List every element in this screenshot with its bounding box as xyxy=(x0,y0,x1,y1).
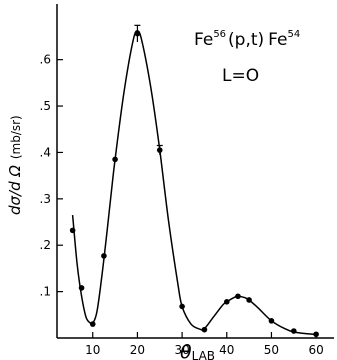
data-point xyxy=(235,293,241,300)
data-point xyxy=(246,297,252,303)
l-value-annotation: L=O xyxy=(222,66,259,86)
x-tick-label: 40 xyxy=(219,343,234,357)
data-point xyxy=(201,326,208,333)
data-point xyxy=(313,331,319,338)
x-tick-label: 10 xyxy=(85,343,100,357)
data-point xyxy=(223,299,230,305)
y-tick-label: .6 xyxy=(40,53,51,67)
data-point xyxy=(78,285,85,291)
x-tick-label: 60 xyxy=(308,343,323,357)
data-point xyxy=(268,318,275,324)
data-point xyxy=(290,328,297,334)
x-tick-label: 30 xyxy=(174,343,189,357)
reaction-annotation: Fe56 (p,t) Fe54 xyxy=(194,29,300,50)
data-points xyxy=(69,24,319,338)
y-tick-label: .1 xyxy=(40,285,51,299)
x-tick-labels: 10 20 30 40 50 60 xyxy=(85,343,324,357)
data-point xyxy=(112,156,118,163)
axis-ticks xyxy=(57,59,317,338)
y-axis-title: dσ/d Ω(mb/sr) xyxy=(6,115,24,215)
y-tick-label: .5 xyxy=(40,99,51,113)
x-axis-title: θLAB xyxy=(180,341,215,360)
fit-curve xyxy=(71,30,317,336)
data-point xyxy=(101,253,107,259)
data-point xyxy=(89,321,96,327)
y-tick-label: .4 xyxy=(40,145,51,159)
data-point xyxy=(134,30,141,37)
x-tick-label: 50 xyxy=(264,343,279,357)
y-tick-label: .2 xyxy=(40,238,51,252)
x-tick-label: 20 xyxy=(130,343,145,357)
data-point xyxy=(156,147,163,153)
data-point xyxy=(179,303,185,310)
y-tick-label: .3 xyxy=(40,192,51,206)
y-tick-labels: .1 .2 .3 .4 .5 .6 xyxy=(40,53,51,299)
data-point xyxy=(69,227,76,234)
